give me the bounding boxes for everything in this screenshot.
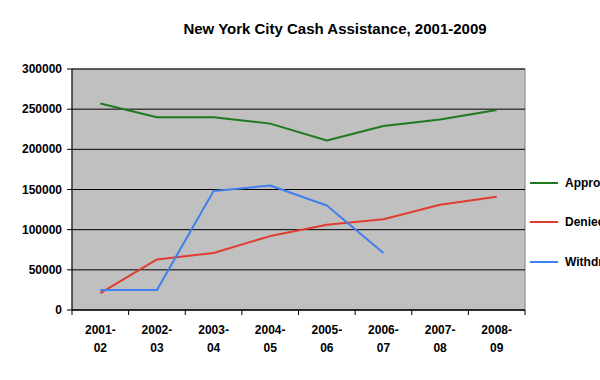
- x-tick: [72, 310, 73, 315]
- y-tick: [67, 189, 72, 190]
- y-tick: [67, 269, 72, 270]
- x-tick: [128, 310, 129, 315]
- legend-label: Approved: [565, 176, 600, 190]
- chart-title: New York City Cash Assistance, 2001-2009: [183, 20, 486, 37]
- y-tick-label: 100000: [22, 223, 62, 237]
- grid-line: [72, 69, 525, 70]
- x-tick: [241, 310, 242, 315]
- y-tick-label: 50000: [29, 263, 63, 277]
- x-tick-label: 2003-04: [198, 323, 229, 355]
- y-tick: [67, 229, 72, 230]
- legend-swatch: [530, 221, 558, 223]
- grid-line: [72, 109, 525, 110]
- x-tick: [185, 310, 186, 315]
- legend-label: Denied: [565, 215, 600, 229]
- x-tick: [525, 310, 526, 315]
- plot-area: [72, 69, 525, 310]
- y-tick: [67, 149, 72, 150]
- x-tick-label: 2005-06: [311, 323, 342, 355]
- x-tick-label: 2008-09: [481, 323, 512, 355]
- x-tick-label: 2006-07: [368, 323, 399, 355]
- x-tick-label: 2007-08: [425, 323, 456, 355]
- grid-line: [72, 189, 525, 190]
- series-line: [100, 197, 496, 293]
- y-tick: [67, 109, 72, 110]
- y-axis: [72, 69, 73, 310]
- y-tick-label: 0: [55, 303, 62, 317]
- y-tick-label: 250000: [22, 102, 62, 116]
- x-tick: [355, 310, 356, 315]
- x-tick-label: 2001-02: [85, 323, 116, 355]
- series-line: [100, 104, 496, 141]
- series-group: [100, 104, 496, 294]
- legend: Approved Denied Withdrawn: [530, 176, 600, 269]
- x-tick: [298, 310, 299, 315]
- legend-swatch: [530, 182, 558, 184]
- chart-container: New York City Cash Assistance, 2001-2009…: [0, 0, 600, 380]
- chart-svg: New York City Cash Assistance, 2001-2009…: [0, 0, 600, 380]
- y-tick-label: 300000: [22, 62, 62, 76]
- background: [0, 0, 600, 380]
- y-tick-label: 150000: [22, 183, 62, 197]
- series-line: [100, 185, 383, 289]
- x-tick-label: 2002-03: [142, 323, 173, 355]
- legend-label: Withdrawn: [565, 255, 600, 269]
- x-tick: [411, 310, 412, 315]
- y-tick: [67, 69, 72, 70]
- x-tick-label: 2004-05: [255, 323, 286, 355]
- y-tick-label: 200000: [22, 142, 62, 156]
- legend-swatch: [530, 261, 558, 263]
- grid-line: [72, 149, 525, 150]
- y-tick: [67, 310, 72, 311]
- x-tick: [468, 310, 469, 315]
